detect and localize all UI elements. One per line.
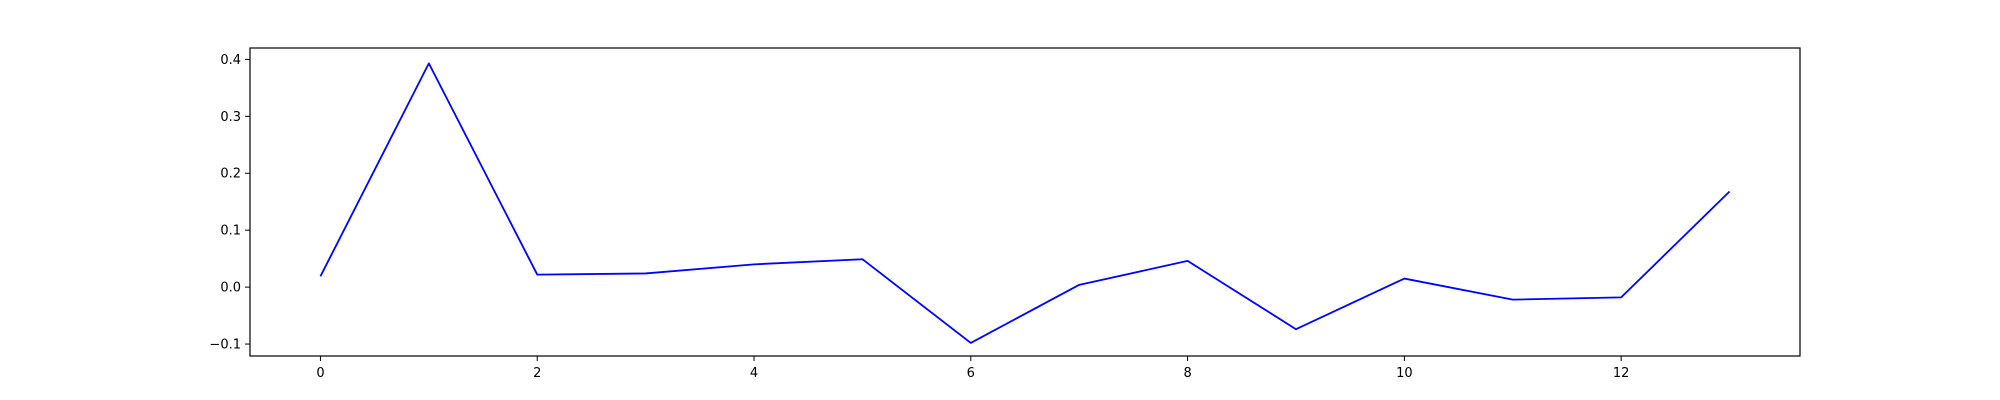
y-tick-label: 0.3: [220, 110, 241, 125]
x-tick-label: 4: [750, 366, 758, 381]
x-tick-label: 12: [1613, 366, 1630, 381]
x-tick-label: 0: [316, 366, 324, 381]
y-tick-label: 0.1: [220, 224, 241, 239]
series-line: [319, 62, 1731, 344]
x-tick-label: 8: [1183, 366, 1191, 381]
x-tick-label: 2: [533, 366, 541, 381]
x-tick-label: 6: [967, 366, 975, 381]
y-tick-label: 0.4: [220, 53, 241, 68]
y-tick-label: 0.0: [220, 281, 241, 296]
y-tick-label: 0.2: [220, 167, 241, 182]
x-axis: 0 2 4 6 8 10 12: [316, 356, 1629, 381]
y-axis: −0.1 0.0 0.1 0.2 0.3 0.4: [209, 53, 250, 353]
y-tick-label: −0.1: [209, 338, 241, 353]
series-layer: [319, 62, 1731, 344]
x-tick-label: 10: [1396, 366, 1413, 381]
axes-frame: [249, 47, 1801, 357]
